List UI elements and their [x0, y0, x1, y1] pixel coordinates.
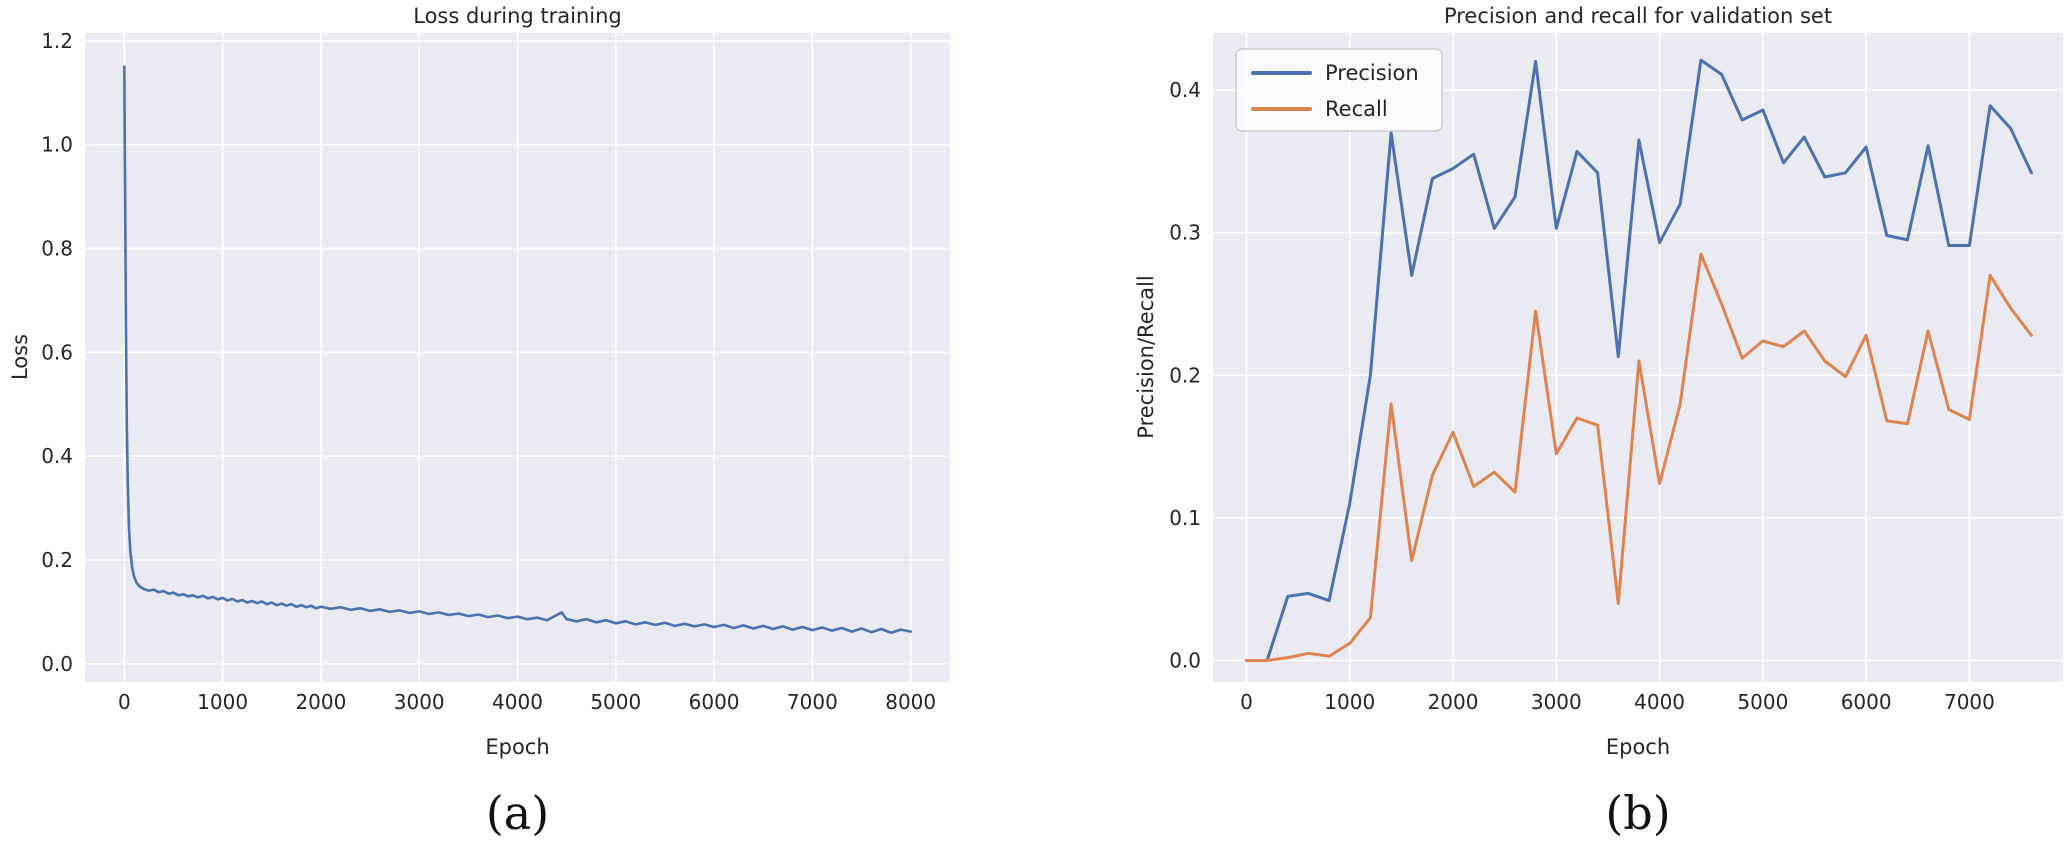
legend-label-recall: Recall [1325, 97, 1388, 121]
y-tick-label: 0.8 [41, 236, 73, 260]
loss-chart-x-axis-label: Epoch [485, 735, 550, 759]
y-tick-label: 0.3 [1169, 221, 1201, 245]
caption-a: (a) [485, 786, 550, 840]
x-tick-label: 3000 [1531, 690, 1582, 714]
y-tick-label: 0.2 [1169, 363, 1201, 387]
y-tick-label: 1.0 [41, 133, 73, 157]
x-tick-label: 0 [1240, 690, 1253, 714]
x-tick-label: 4000 [1634, 690, 1685, 714]
y-tick-label: 0.4 [1169, 78, 1201, 102]
x-tick-label: 0 [118, 690, 131, 714]
x-tick-label: 6000 [1841, 690, 1892, 714]
loss-chart-y-axis-label: Loss [8, 333, 32, 381]
y-tick-label: 0.1 [1169, 506, 1201, 530]
x-tick-label: 1000 [197, 690, 248, 714]
caption-b: (b) [1605, 786, 1671, 840]
x-tick-label: 3000 [394, 690, 445, 714]
precision-recall-chart-title: Precision and recall for validation set [1443, 4, 1833, 28]
precision-recall-chart-plot: 0 1000 2000 3000 4000 5000 6000 7000 0.0 0.1 0.2 0.… [1169, 33, 2063, 714]
precision-recall-chart-x-axis-label: Epoch [1605, 735, 1671, 759]
series-line-recall [1245, 252, 2033, 662]
x-tick-label: 7000 [787, 690, 838, 714]
x-tick-label: 6000 [689, 690, 740, 714]
y-tick-label: 0.4 [41, 444, 73, 468]
x-tick-label: 2000 [1428, 690, 1479, 714]
y-tick-label: 1.2 [41, 29, 73, 53]
y-tick-label: 0.6 [41, 340, 73, 364]
x-tick-label: 1000 [1324, 690, 1375, 714]
precision-recall-chart-y-axis-label: Precision/Recall [1134, 275, 1158, 439]
x-tick-label: 4000 [492, 690, 543, 714]
legend-label-precision: Precision [1325, 61, 1419, 85]
x-tick-label: 5000 [1737, 690, 1788, 714]
series-line-loss [123, 65, 913, 635]
y-tick-label: 0.2 [41, 548, 73, 572]
y-tick-label: 0.0 [41, 652, 73, 676]
loss-chart-title: Loss during training [413, 4, 622, 28]
x-tick-label: 5000 [590, 690, 641, 714]
x-tick-label: 2000 [295, 690, 346, 714]
x-tick-label: 7000 [1944, 690, 1995, 714]
y-tick-label: 0.0 [1169, 648, 1201, 672]
loss-chart-plot: 0 1000 2000 3000 4000 5000 6000 7000 8000 0.0 0.2 0… [41, 29, 950, 714]
legend: Precision Recall [1235, 48, 1443, 132]
x-tick-label: 8000 [885, 690, 936, 714]
series-line-precision [1245, 58, 2033, 662]
